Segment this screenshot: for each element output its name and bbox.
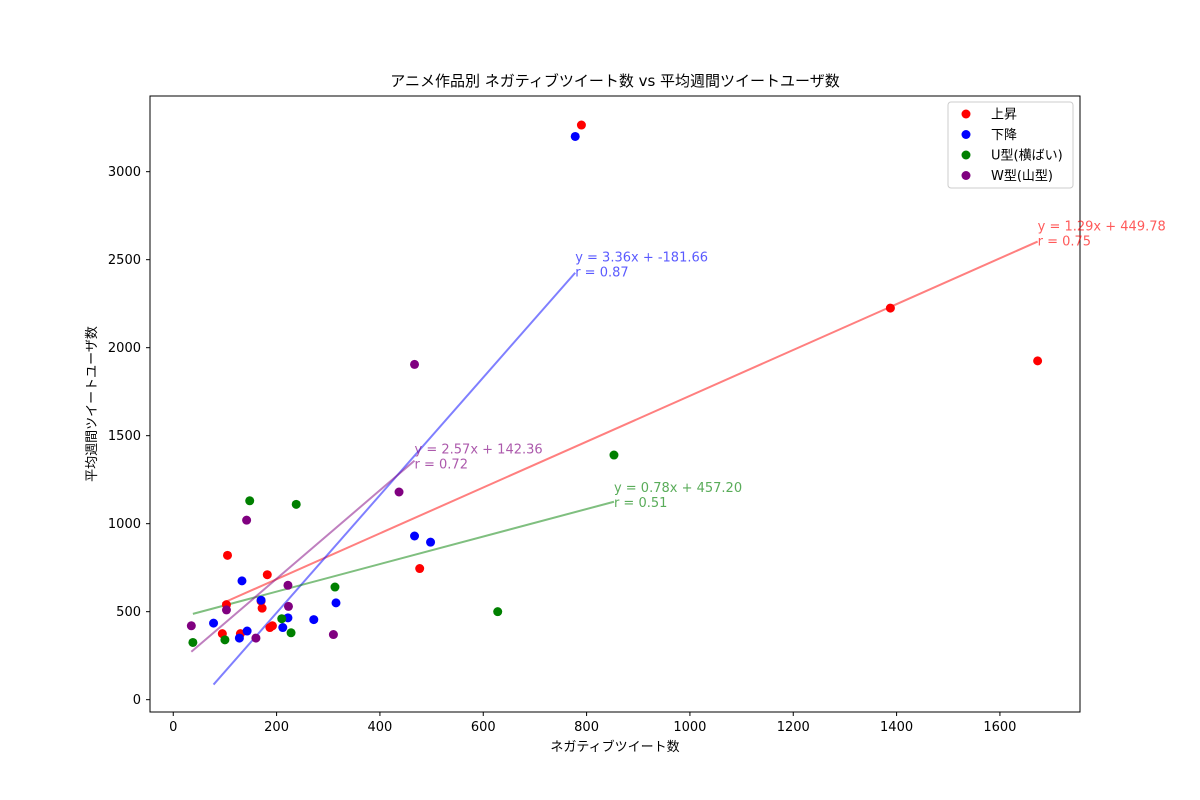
x-axis-label: ネガティブツイート数	[550, 739, 679, 755]
data-point	[257, 603, 267, 613]
data-point	[186, 621, 196, 631]
fit-equation-label: y = 3.36x + -181.66	[575, 251, 708, 266]
data-point	[885, 303, 895, 313]
data-point	[609, 450, 619, 460]
data-point	[278, 623, 288, 633]
y-ticks: 0 500 1000 1500 2000 2500 3000	[108, 165, 150, 708]
data-point	[234, 633, 244, 643]
x-tick-label: 1600	[983, 720, 1016, 735]
data-point	[256, 595, 266, 605]
data-point	[283, 601, 293, 611]
y-tick-label: 2500	[108, 253, 141, 268]
data-point	[188, 637, 198, 647]
fit-r-label: r = 0.51	[614, 496, 667, 511]
y-tick-label: 1500	[108, 429, 141, 444]
y-axis-label: 平均週間ツイートユーザ数	[85, 326, 100, 482]
data-point	[330, 582, 340, 592]
legend-marker	[961, 171, 971, 180]
legend-marker	[961, 130, 971, 139]
plot-frame	[149, 95, 1081, 713]
data-point	[277, 614, 287, 624]
legend-marker	[961, 109, 971, 119]
y-tick-label: 1000	[108, 517, 141, 532]
data-point	[309, 615, 319, 625]
legend-label: 下降	[991, 128, 1017, 143]
data-point	[245, 496, 255, 506]
fit-lines	[190, 240, 1039, 686]
x-tick-label: 400	[368, 720, 393, 735]
y-tick-label: 2000	[108, 341, 141, 356]
data-point	[209, 618, 219, 628]
x-tick-label: 0	[169, 720, 177, 735]
fit-equation-label: y = 2.57x + 142.36	[415, 442, 543, 457]
x-tick-label: 1000	[673, 720, 706, 735]
fit-labels: y = 1.29x + 449.78r = 0.75 y = 3.36x + -1…	[415, 220, 1166, 511]
data-point	[570, 131, 580, 141]
fit-line	[190, 459, 416, 653]
x-tick-label: 1200	[777, 720, 810, 735]
data-point	[286, 628, 296, 638]
fit-r-label: r = 0.72	[415, 457, 468, 472]
legend-label: W型(山型)	[991, 169, 1053, 184]
legend-box	[947, 101, 1074, 189]
data-point	[220, 635, 230, 645]
legend-label: 上昇	[991, 108, 1017, 123]
data-point	[394, 487, 404, 497]
data-point	[410, 531, 420, 541]
data-points	[186, 120, 1043, 647]
y-tick-label: 3000	[108, 165, 141, 180]
data-point	[291, 499, 301, 509]
data-point	[267, 621, 277, 631]
data-point	[493, 607, 503, 617]
x-tick-label: 1400	[880, 720, 913, 735]
fit-equation-label: y = 0.78x + 457.20	[614, 481, 742, 496]
x-tick-label: 200	[264, 720, 289, 735]
data-point	[223, 550, 232, 560]
y-tick-label: 0	[133, 693, 141, 708]
data-point	[262, 570, 272, 580]
data-point	[331, 598, 341, 608]
fit-line	[221, 240, 1039, 605]
data-point	[410, 359, 420, 369]
chart-title: アニメ作品別 ネガティブツイート数 vs 平均週間ツイートユーザ数	[390, 72, 840, 90]
fit-r-label: r = 0.75	[1038, 235, 1091, 250]
legend-label: U型(横ばい)	[991, 149, 1063, 164]
data-point	[242, 515, 252, 525]
data-point	[283, 580, 293, 590]
legend-marker	[961, 150, 971, 160]
data-point	[221, 605, 231, 615]
x-ticks: 0 200 400 600 800 1000 1200 1400 1600	[169, 712, 1016, 735]
data-point	[328, 630, 338, 640]
data-point	[1033, 356, 1043, 366]
data-point	[576, 120, 586, 130]
fit-r-label: r = 0.87	[575, 266, 628, 281]
y-tick-label: 500	[116, 605, 141, 620]
fit-equation-label: y = 1.29x + 449.78	[1038, 220, 1166, 235]
data-point	[426, 537, 436, 547]
x-tick-label: 800	[574, 720, 599, 735]
x-tick-label: 600	[471, 720, 496, 735]
data-point	[242, 626, 252, 636]
data-point	[415, 564, 425, 574]
fit-line	[192, 500, 615, 615]
data-point	[251, 633, 261, 643]
data-point	[237, 576, 247, 586]
